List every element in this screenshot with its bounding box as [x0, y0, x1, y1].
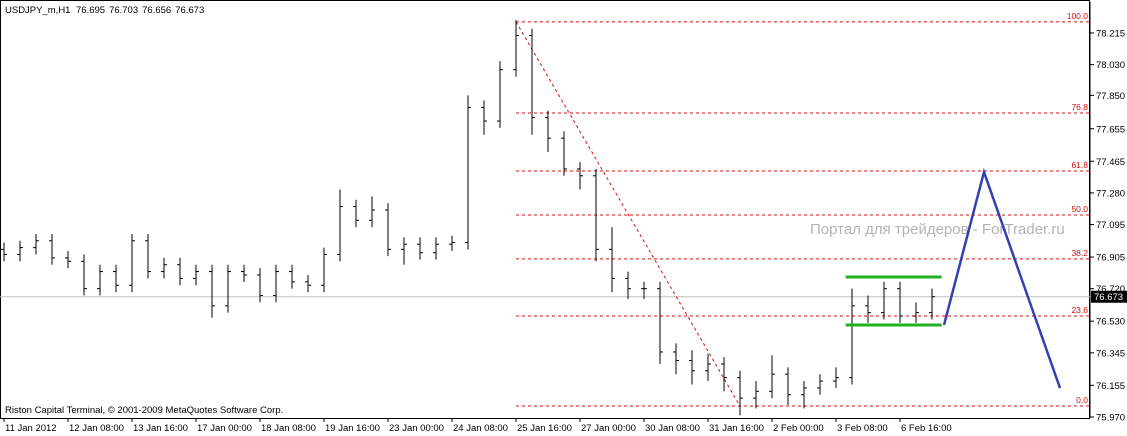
copyright: Riston Capital Terminal, © 2001-2009 Met…: [5, 405, 283, 416]
y-tick-label: 75.970: [1096, 412, 1125, 423]
fib-trendline: [515, 21, 741, 407]
fib-label: 76.8: [1071, 102, 1088, 112]
fib-label: 23.6: [1071, 305, 1088, 315]
y-tick-label: 77.850: [1096, 91, 1125, 102]
x-tick-label: 11 Jan 2012: [5, 423, 57, 434]
x-tick-label: 6 Feb 16:00: [901, 423, 952, 434]
chart-title: USDJPY_m,H1: [5, 5, 70, 16]
x-tick-label: 27 Jan 00:00: [581, 423, 636, 434]
y-tick-label: 76.155: [1096, 381, 1125, 392]
fib-label: 0.0: [1076, 395, 1088, 405]
fib-label: 50.0: [1071, 204, 1088, 214]
header-value: 76.703: [109, 5, 138, 16]
x-tick-label: 2 Feb 00:00: [773, 423, 824, 434]
y-tick-label: 77.280: [1096, 188, 1125, 199]
y-tick-label: 77.095: [1096, 220, 1125, 231]
y-tick-label: 76.905: [1096, 253, 1125, 264]
current-price-box: [1091, 290, 1127, 303]
fib-label: 100.0: [1067, 11, 1089, 21]
current-price-label: 76.673: [1094, 292, 1123, 303]
plot-frame: [0, 0, 1090, 419]
header-value: 76.656: [142, 5, 171, 16]
x-tick-label: 3 Feb 08:00: [837, 423, 888, 434]
y-tick-label: 77.465: [1096, 157, 1125, 168]
y-tick-label: 77.655: [1096, 124, 1125, 135]
header-value: 76.695: [76, 5, 105, 16]
x-tick-label: 19 Jan 16:00: [325, 423, 380, 434]
x-tick-label: 13 Jan 16:00: [133, 423, 188, 434]
header-value: 76.673: [175, 5, 204, 16]
y-tick-label: 78.030: [1096, 60, 1125, 71]
watermark: Портал для трейдеров - ForTrader.ru: [810, 221, 1065, 238]
forecast-line: [942, 167, 1062, 389]
x-tick-label: 18 Jan 08:00: [261, 423, 316, 434]
y-tick-label: 78.215: [1096, 28, 1125, 39]
x-tick-label: 24 Jan 08:00: [453, 423, 508, 434]
y-tick-label: 76.345: [1096, 348, 1125, 359]
y-tick-label: 76.720: [1096, 284, 1125, 295]
x-tick-label: 31 Jan 16:00: [709, 423, 764, 434]
fib-label: 38.2: [1071, 248, 1088, 258]
x-tick-label: 12 Jan 08:00: [69, 423, 124, 434]
fib-label: 61.8: [1071, 160, 1088, 170]
y-tick-label: 76.530: [1096, 317, 1125, 328]
x-tick-label: 23 Jan 00:00: [389, 423, 444, 434]
x-tick-label: 17 Jan 00:00: [197, 423, 252, 434]
x-tick-label: 30 Jan 08:00: [645, 423, 700, 434]
x-tick-label: 25 Jan 16:00: [517, 423, 572, 434]
